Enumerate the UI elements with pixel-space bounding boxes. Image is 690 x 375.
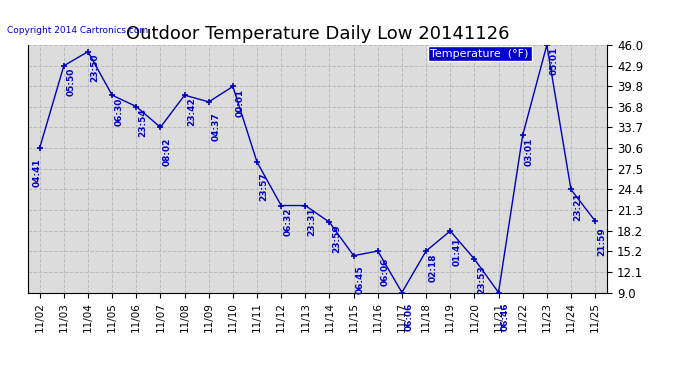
Text: 06:46: 06:46 xyxy=(501,303,510,331)
Title: Outdoor Temperature Daily Low 20141126: Outdoor Temperature Daily Low 20141126 xyxy=(126,26,509,44)
Text: 04:41: 04:41 xyxy=(32,158,41,187)
Text: 06:30: 06:30 xyxy=(115,97,124,126)
Text: 01:41: 01:41 xyxy=(453,238,462,266)
Text: 06:06: 06:06 xyxy=(380,258,389,286)
Text: 05:01: 05:01 xyxy=(549,47,558,75)
Text: 23:53: 23:53 xyxy=(477,266,486,294)
Text: 23:54: 23:54 xyxy=(139,108,148,137)
Text: 06:45: 06:45 xyxy=(356,266,365,294)
Text: 21:59: 21:59 xyxy=(598,228,607,256)
Text: 08:02: 08:02 xyxy=(163,137,172,166)
Text: 23:42: 23:42 xyxy=(187,97,196,126)
Text: 23:21: 23:21 xyxy=(573,193,582,222)
Text: 06:32: 06:32 xyxy=(284,207,293,236)
Text: 03:01: 03:01 xyxy=(525,137,534,166)
Text: Copyright 2014 Cartronics.com: Copyright 2014 Cartronics.com xyxy=(7,26,148,35)
Text: 23:57: 23:57 xyxy=(259,172,268,201)
Text: 23:59: 23:59 xyxy=(332,224,341,253)
Text: 04:37: 04:37 xyxy=(211,112,220,141)
Text: 23:50: 23:50 xyxy=(90,54,99,82)
Text: Temperature  (°F): Temperature (°F) xyxy=(431,49,529,59)
Text: 23:31: 23:31 xyxy=(308,207,317,236)
Text: 06:06: 06:06 xyxy=(404,303,413,331)
Text: 02:18: 02:18 xyxy=(428,253,437,282)
Text: 00:01: 00:01 xyxy=(235,88,244,117)
Text: 05:50: 05:50 xyxy=(66,68,75,96)
